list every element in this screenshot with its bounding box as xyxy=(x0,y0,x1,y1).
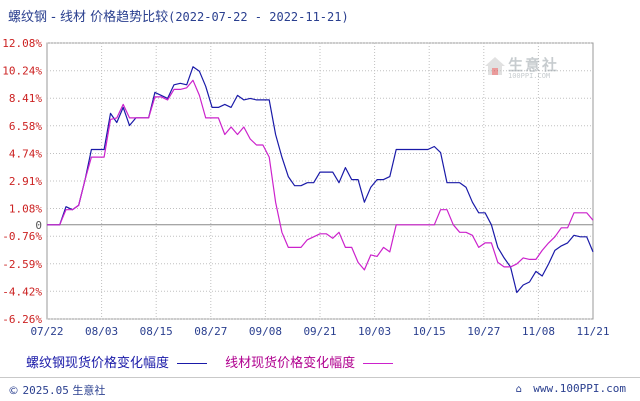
copyright-icon: © xyxy=(8,384,19,397)
y-tick-label: -4.42% xyxy=(2,285,42,298)
x-tick-label: 11/21 xyxy=(576,325,609,338)
house-small-icon: ⌂ xyxy=(515,384,522,395)
x-tick-label: 09/21 xyxy=(303,325,336,338)
chart-title: 螺纹钢 - 线材 价格趋势比较(2022-07-22 - 2022-11-21) xyxy=(8,6,349,25)
footer-url-link[interactable]: www.100PPI.com xyxy=(533,382,626,395)
footer-year: 2025.05 xyxy=(22,384,69,397)
x-tick-label: 10/15 xyxy=(413,325,446,338)
legend-item-series2: 线材现货价格变化幅度 xyxy=(225,352,394,371)
x-tick-label: 07/22 xyxy=(30,325,63,338)
x-tick-label: 08/27 xyxy=(194,325,227,338)
footer: © 2025.05 生意社 ⌂ www.100PPI.com xyxy=(0,377,640,401)
chart-title-text: 螺纹钢 - 线材 价格趋势比较 xyxy=(8,10,169,25)
x-tick-label: 10/03 xyxy=(358,325,391,338)
legend-swatch-series1 xyxy=(177,363,208,364)
watermark-logo: 生意社 100PPI.COM xyxy=(484,56,557,80)
y-tick-label: 2.91% xyxy=(9,175,42,188)
x-tick-label: 10/27 xyxy=(467,325,500,338)
chart-legend: 螺纹钢现货价格变化幅度 线材现货价格变化幅度 xyxy=(26,352,407,371)
x-tick-label: 08/03 xyxy=(85,325,118,338)
y-tick-label: -2.59% xyxy=(2,258,42,271)
watermark-name: 生意社 xyxy=(508,56,560,74)
y-tick-label: -0.76% xyxy=(2,230,42,243)
house-icon xyxy=(485,57,505,75)
y-tick-label: 6.58% xyxy=(9,120,42,133)
x-tick-label: 08/15 xyxy=(140,325,173,338)
footer-brand: 生意社 xyxy=(72,384,106,397)
y-tick-label: 1.08% xyxy=(9,203,42,216)
x-tick-label: 11/08 xyxy=(522,325,555,338)
y-tick-label: 4.74% xyxy=(9,147,42,160)
watermark-url: 100PPI.COM xyxy=(508,72,551,80)
series-line-2 xyxy=(47,79,594,271)
y-tick-label: 0 xyxy=(35,219,42,232)
y-tick-label: 12.08% xyxy=(2,37,42,50)
y-tick-label: 10.24% xyxy=(2,65,42,78)
legend-swatch-series2 xyxy=(363,363,394,364)
legend-label-series2: 线材现货价格变化幅度 xyxy=(225,356,356,371)
legend-item-series1: 螺纹钢现货价格变化幅度 xyxy=(26,352,208,371)
chart-date-range: (2022-07-22 - 2022-11-21) xyxy=(168,10,349,24)
y-tick-label: 8.41% xyxy=(9,92,42,105)
x-tick-label: 09/08 xyxy=(249,325,282,338)
footer-copyright: © 2025.05 生意社 xyxy=(8,382,105,398)
legend-label-series1: 螺纹钢现货价格变化幅度 xyxy=(26,356,170,371)
y-tick-label: -6.26% xyxy=(2,313,42,326)
